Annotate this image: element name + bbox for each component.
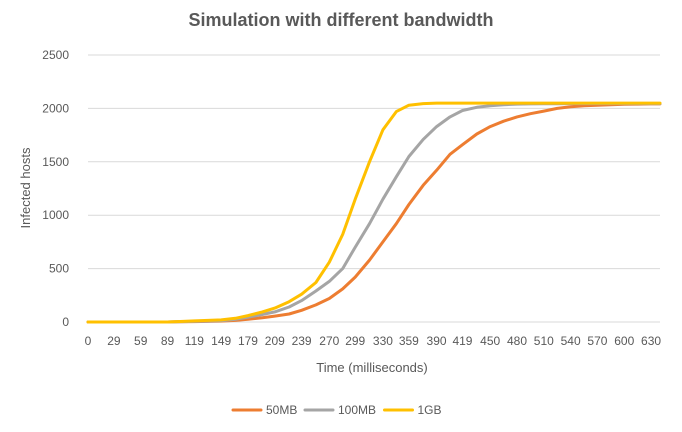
x-tick-label: 119 — [185, 334, 204, 348]
x-axis-title: Time (milliseconds) — [316, 360, 427, 375]
x-tick-label: 540 — [561, 334, 581, 348]
x-tick-label: 630 — [641, 334, 661, 348]
x-axis-ticks: 0 29 59 89 119 149 179 209 239 270 299 330 359 390 419… — [85, 334, 662, 348]
legend: 50MB 100MB 1GB — [231, 403, 442, 417]
y-tick-label: 2500 — [42, 48, 69, 62]
x-tick-label: 510 — [534, 334, 554, 348]
y-tick-label: 1000 — [42, 208, 69, 222]
y-tick-label: 0 — [62, 315, 69, 329]
x-tick-label: 0 — [85, 334, 92, 348]
x-tick-label: 480 — [507, 334, 527, 348]
x-tick-label: 299 — [345, 334, 365, 348]
x-tick-label: 359 — [399, 334, 419, 348]
x-tick-label: 29 — [107, 334, 121, 348]
legend-item-1gb: 1GB — [383, 403, 442, 417]
legend-label: 1GB — [418, 403, 442, 417]
series-lines — [86, 101, 662, 324]
x-tick-label: 419 — [452, 334, 472, 348]
x-tick-label: 570 — [587, 334, 607, 348]
x-tick-label: 209 — [265, 334, 285, 348]
y-axis-title: Infected hosts — [18, 147, 33, 228]
series-line-100mb — [86, 102, 662, 324]
chart-title: Simulation with different bandwidth — [189, 10, 494, 30]
x-tick-label: 179 — [238, 334, 258, 348]
x-tick-label: 149 — [211, 334, 231, 348]
legend-item-100mb: 100MB — [303, 403, 376, 417]
y-tick-label: 500 — [49, 262, 69, 276]
legend-label: 100MB — [338, 403, 376, 417]
series-line-1gb — [86, 101, 662, 324]
y-axis-ticks: 0 500 1000 1500 2000 2500 — [42, 48, 69, 329]
gridlines — [88, 54, 660, 323]
legend-label: 50MB — [266, 403, 297, 417]
x-tick-label: 89 — [161, 334, 175, 348]
x-tick-label: 600 — [614, 334, 634, 348]
y-tick-label: 2000 — [42, 101, 69, 115]
x-tick-label: 450 — [480, 334, 500, 348]
x-tick-label: 59 — [134, 334, 148, 348]
y-tick-label: 1500 — [42, 155, 69, 169]
x-tick-label: 239 — [292, 334, 312, 348]
legend-item-50mb: 50MB — [231, 403, 297, 417]
x-tick-label: 390 — [427, 334, 447, 348]
x-tick-label: 330 — [373, 334, 393, 348]
x-tick-label: 270 — [319, 334, 339, 348]
